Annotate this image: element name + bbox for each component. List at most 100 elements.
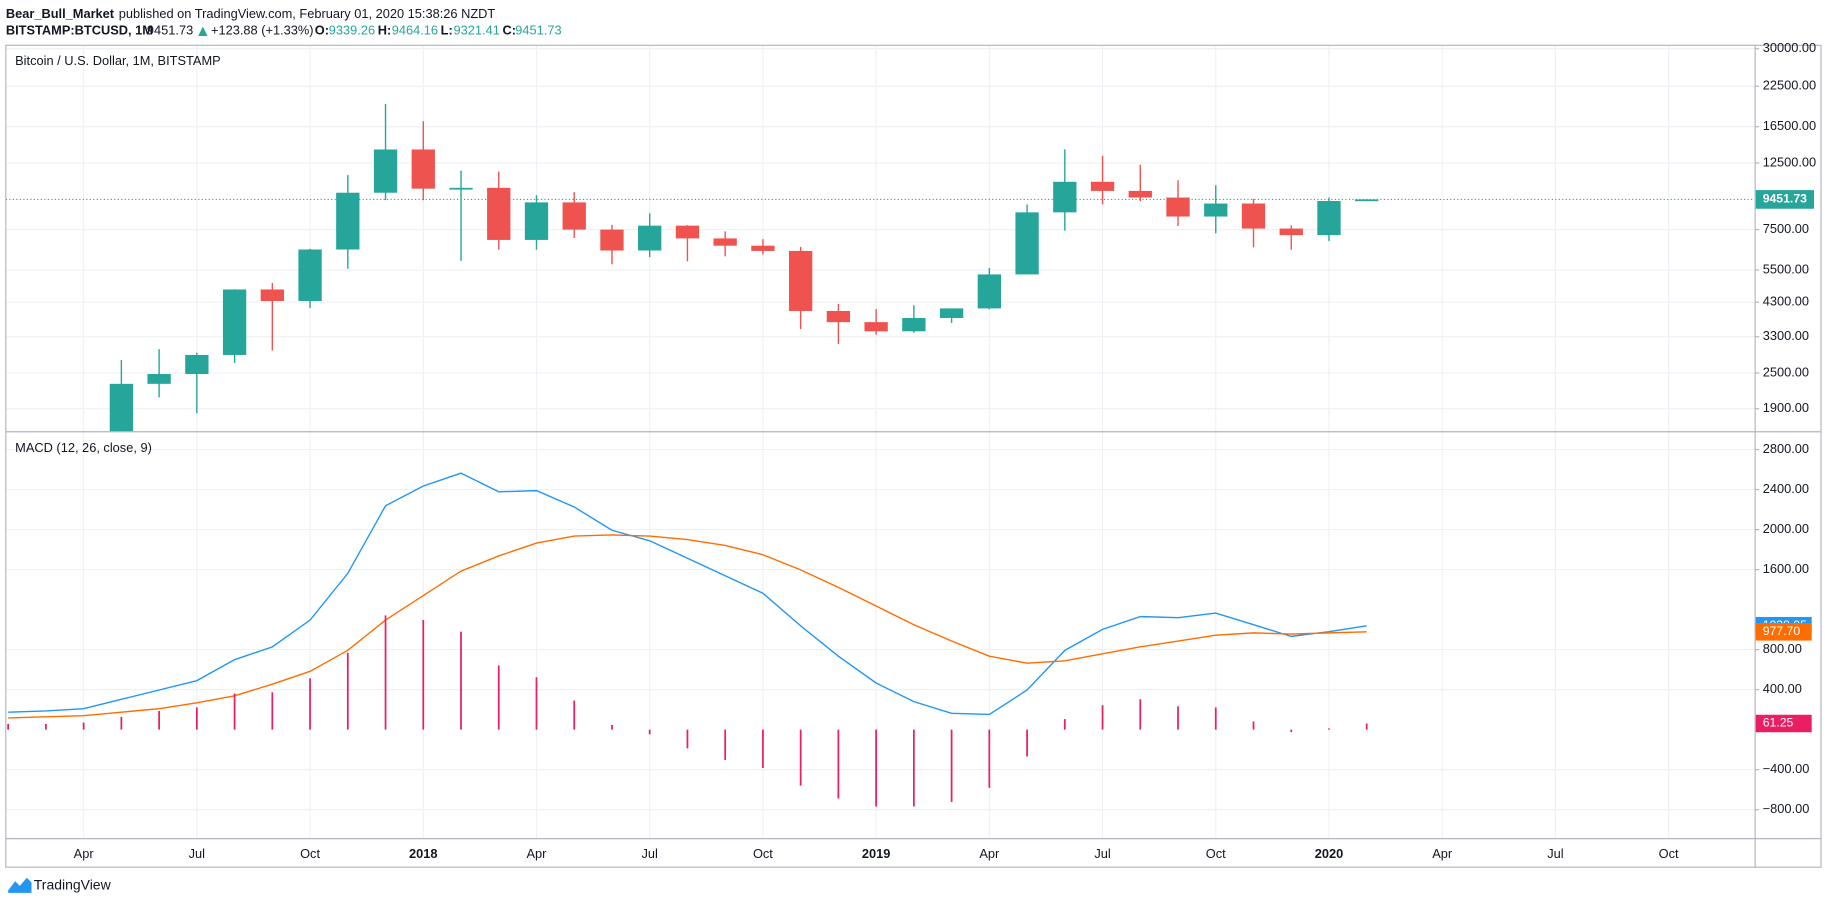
x-tick-label: Apr — [74, 846, 95, 861]
candle-body — [260, 289, 284, 301]
macd-line — [8, 472, 1367, 716]
x-tick-label: Jul — [642, 846, 658, 861]
y-tick-label: 30000.00 — [1763, 40, 1816, 55]
published: published on TradingView.com, February 0… — [119, 6, 496, 21]
y-tick-label: 5500.00 — [1763, 261, 1809, 276]
x-tick-label: 2019 — [862, 846, 891, 861]
author: Bear_Bull_Market — [6, 6, 115, 21]
pane-title: MACD (12, 26, close, 9) — [15, 440, 152, 455]
y-tick-label: 12500.00 — [1763, 154, 1816, 169]
change: +123.88 (+1.33%) — [211, 23, 314, 38]
y-tick-label: 2400.00 — [1763, 481, 1809, 496]
header-line: Bear_Bull_Market published on TradingView… — [6, 6, 496, 21]
x-tick-label: Oct — [753, 846, 773, 861]
candle-body — [788, 250, 813, 311]
candle-body — [902, 317, 926, 332]
y-tick-label: 1900.00 — [1763, 400, 1809, 415]
candle-body — [222, 289, 247, 355]
candle-body — [638, 225, 662, 251]
candle-body — [1279, 228, 1303, 236]
candle-body — [751, 245, 775, 251]
x-tick-label: Oct — [1659, 846, 1679, 861]
last-price-label: 9451.73 — [1763, 192, 1807, 206]
last-value-label: 61.25 — [1763, 716, 1794, 730]
x-tick-label: Jul — [1547, 846, 1563, 861]
last-price: 9451.73 — [147, 23, 193, 38]
candle-body — [1090, 181, 1115, 191]
y-tick-label: 400.00 — [1763, 681, 1802, 696]
axes: Apr Jul Oct 2018 Apr Jul Oct 2019 Apr Jul Oct 2020 A… — [74, 40, 1817, 861]
ohlc-label: C: — [502, 23, 516, 38]
ohlc-label: L: — [441, 23, 453, 38]
y-tick-label: 7500.00 — [1763, 221, 1809, 236]
candle-body — [1204, 203, 1228, 217]
brand-logo — [8, 877, 32, 893]
x-tick-label: Oct — [1206, 846, 1226, 861]
candle-body — [600, 229, 624, 251]
candle-body — [864, 322, 888, 332]
candle-body — [1053, 181, 1077, 213]
ohlc-label: H: — [378, 23, 392, 38]
y-tick-label: 22500.00 — [1763, 78, 1816, 93]
macd-line — [8, 534, 1367, 719]
candle-body — [562, 202, 586, 230]
ohlc-label: O: — [315, 23, 329, 38]
x-tick-label: 2020 — [1315, 846, 1344, 861]
candle-body — [411, 149, 435, 189]
y-tick-label: 3300.00 — [1763, 328, 1809, 343]
candle-body — [1128, 190, 1152, 198]
y-tick-label: 4300.00 — [1763, 294, 1809, 309]
y-tick-label: 2500.00 — [1763, 364, 1809, 379]
candle-body — [713, 238, 737, 246]
y-tick-label: 2800.00 — [1763, 441, 1809, 456]
candle-body — [826, 310, 851, 323]
candle-body — [147, 373, 171, 384]
ohlc-value: 9321.41 — [454, 23, 500, 38]
x-tick-label: Jul — [189, 846, 205, 861]
price-pane — [5, 103, 1755, 432]
last-price-box — [1755, 190, 1815, 209]
up-icon — [198, 26, 208, 36]
candle-body — [1241, 203, 1266, 229]
y-tick-label: 2000.00 — [1763, 521, 1809, 536]
candle-body — [298, 249, 322, 301]
x-tick-label: Apr — [979, 846, 1000, 861]
symbol: BITSTAMP:BTCUSD, 1M — [6, 23, 153, 38]
x-tick-label: Jul — [1094, 846, 1110, 861]
y-tick-label: −400.00 — [1763, 761, 1810, 776]
candle-body — [939, 308, 964, 318]
candle-body — [977, 274, 1001, 309]
y-tick-label: 800.00 — [1763, 641, 1802, 656]
y-tick-label: −800.00 — [1763, 801, 1810, 816]
macd-pane — [7, 472, 1368, 807]
x-tick-label: 2018 — [409, 846, 438, 861]
candle-body — [1015, 212, 1039, 275]
y-tick-label: 1600.00 — [1763, 561, 1809, 576]
ohlc-value: 9339.26 — [329, 23, 375, 38]
candle-body — [524, 202, 549, 240]
candle-body — [1317, 200, 1341, 236]
candle-body — [449, 187, 473, 190]
last-value-label: 977.70 — [1763, 624, 1801, 638]
candle-body — [1355, 199, 1379, 202]
last-value-box — [1755, 623, 1812, 641]
candle-body — [675, 225, 700, 239]
ohlc-value: 9451.73 — [515, 23, 561, 38]
candle-body — [487, 187, 511, 240]
candle-body — [336, 192, 360, 250]
last-value-box — [1755, 714, 1812, 733]
frame — [5, 44, 1822, 868]
brand: TradingView — [34, 877, 112, 893]
x-tick-label: Oct — [300, 846, 320, 861]
x-tick-label: Apr — [527, 846, 548, 861]
grid — [5, 45, 1755, 839]
pane-title: Bitcoin / U.S. Dollar, 1M, BITSTAMP — [15, 53, 221, 68]
candle-body — [373, 149, 398, 193]
ohlc-value: 9464.16 — [392, 23, 438, 38]
candle-body — [109, 383, 134, 432]
y-tick-label: 16500.00 — [1763, 118, 1816, 133]
x-tick-label: Apr — [1432, 846, 1453, 861]
candle-body — [185, 354, 209, 374]
candle-body — [1166, 197, 1190, 217]
